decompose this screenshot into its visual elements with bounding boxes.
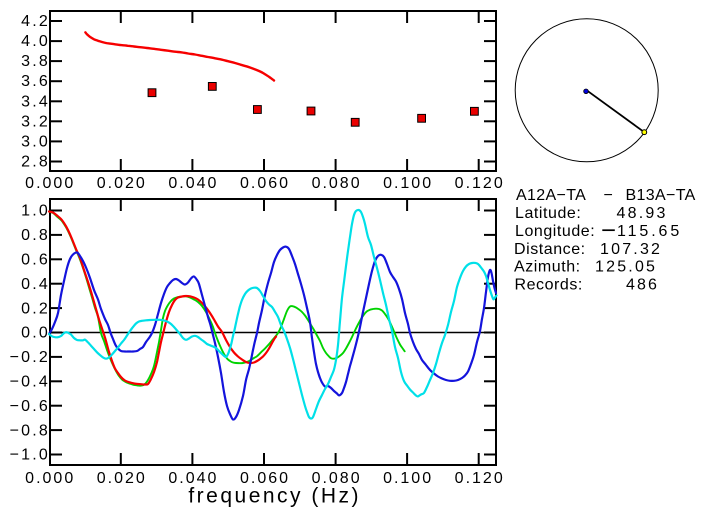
svg-text:125.05: 125.05 [595, 259, 657, 276]
svg-text:−0.8: −0.8 [10, 422, 50, 439]
svg-text:−1.0: −1.0 [10, 447, 50, 464]
svg-text:0.020: 0.020 [97, 470, 147, 487]
svg-text:Azimuth:: Azimuth: [514, 259, 581, 276]
svg-text:4.0: 4.0 [21, 33, 50, 50]
svg-text:0.060: 0.060 [240, 175, 290, 192]
svg-text:2.8: 2.8 [21, 154, 50, 171]
svg-text:0.000: 0.000 [25, 175, 75, 192]
svg-text:0.020: 0.020 [97, 175, 147, 192]
svg-text:−0.6: −0.6 [10, 398, 50, 415]
svg-text:3.0: 3.0 [21, 133, 50, 150]
svg-text:48.93: 48.93 [617, 205, 668, 222]
svg-text:486: 486 [626, 276, 659, 293]
svg-text:4.2: 4.2 [21, 13, 50, 30]
svg-text:3.2: 3.2 [21, 113, 50, 130]
svg-text:107.32: 107.32 [600, 241, 662, 258]
svg-text:0.100: 0.100 [383, 175, 433, 192]
svg-text:A12A−TA: A12A−TA [516, 187, 586, 204]
svg-text:0.2: 0.2 [21, 300, 50, 317]
svg-text:0.080: 0.080 [312, 175, 362, 192]
svg-text:Records:: Records: [515, 276, 583, 293]
svg-text:−0.2: −0.2 [10, 349, 50, 366]
svg-text:3.4: 3.4 [21, 93, 50, 110]
svg-text:0.0: 0.0 [21, 325, 50, 342]
svg-text:115.65: 115.65 [617, 223, 682, 240]
svg-text:0.6: 0.6 [21, 252, 50, 269]
svg-text:3.6: 3.6 [21, 73, 50, 90]
svg-text:0.120: 0.120 [455, 175, 505, 192]
svg-text:0.4: 0.4 [21, 276, 50, 293]
svg-text:0.120: 0.120 [455, 470, 505, 487]
svg-text:0.040: 0.040 [168, 175, 218, 192]
svg-text:1.0: 1.0 [21, 203, 50, 220]
svg-text:0.000: 0.000 [25, 470, 75, 487]
svg-text:−: − [604, 187, 614, 204]
svg-text:Latitude:: Latitude: [515, 205, 581, 222]
svg-text:0.040: 0.040 [168, 470, 218, 487]
svg-text:3.8: 3.8 [21, 53, 50, 70]
svg-text:Distance:: Distance: [514, 241, 586, 258]
svg-text:0.060: 0.060 [240, 470, 290, 487]
svg-text:frequency (Hz): frequency (Hz) [188, 485, 361, 508]
svg-text:0.100: 0.100 [383, 470, 433, 487]
svg-text:B13A−TA: B13A−TA [626, 187, 696, 204]
svg-text:Longitude:: Longitude: [515, 223, 595, 240]
svg-text:0.080: 0.080 [312, 470, 362, 487]
svg-text:0.8: 0.8 [21, 227, 50, 244]
svg-text:−0.4: −0.4 [10, 374, 50, 391]
